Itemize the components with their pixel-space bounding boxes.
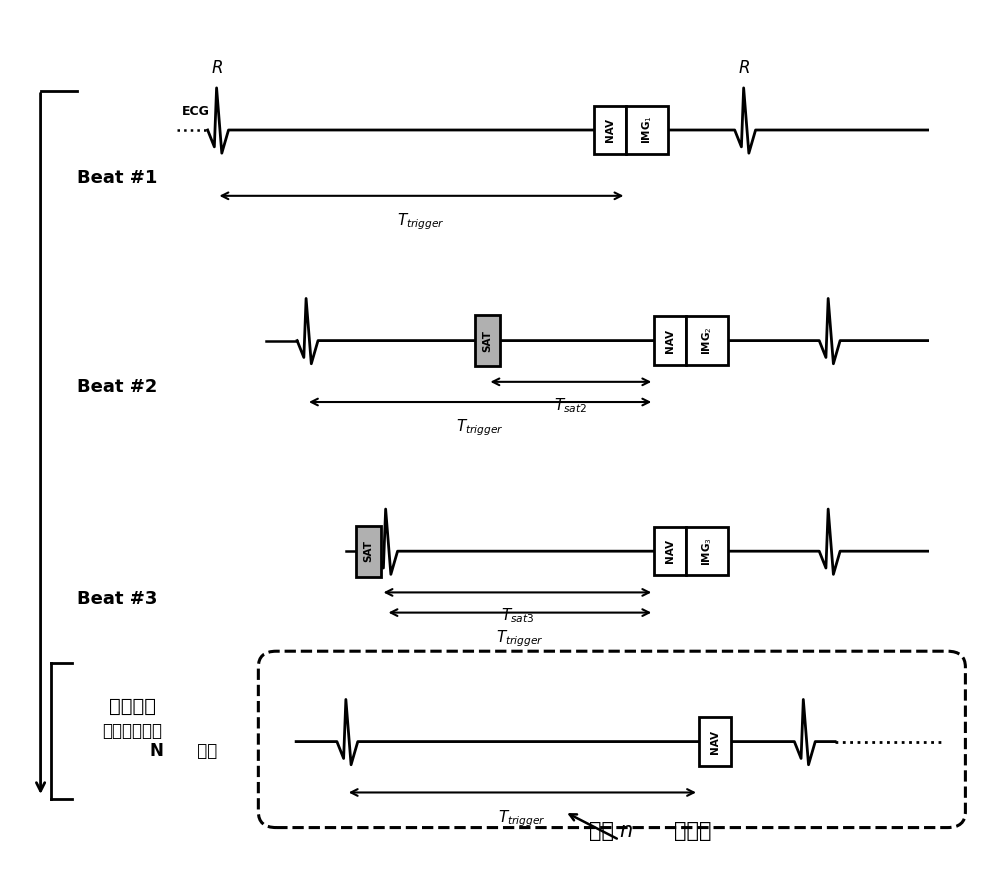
Bar <box>686 527 728 576</box>
Text: $n$: $n$ <box>619 821 633 841</box>
Text: SAT: SAT <box>363 540 373 562</box>
Text: $T_{trigger}$: $T_{trigger}$ <box>496 629 544 649</box>
Text: IMG$_2$: IMG$_2$ <box>700 327 714 355</box>
Bar <box>699 718 731 766</box>
Text: 恢复心拍: 恢复心拍 <box>109 697 156 716</box>
Text: 重复: 重复 <box>589 821 614 841</box>
Bar <box>686 316 728 365</box>
Text: NAV: NAV <box>710 729 720 753</box>
Text: ECG: ECG <box>182 105 210 117</box>
Bar <box>594 106 626 155</box>
Bar <box>356 525 381 577</box>
Text: NAV: NAV <box>605 118 615 142</box>
Bar <box>626 106 668 155</box>
Bar <box>475 315 500 366</box>
FancyBboxPatch shape <box>258 651 965 827</box>
Text: （大于或等于: （大于或等于 <box>102 722 162 740</box>
Text: $T_{trigger}$: $T_{trigger}$ <box>456 418 504 438</box>
Bar <box>654 527 686 576</box>
Text: $T_{sat2}$: $T_{sat2}$ <box>554 396 587 415</box>
Text: IMG$_3$: IMG$_3$ <box>700 537 714 566</box>
Text: 秒）: 秒） <box>192 743 217 760</box>
Text: SAT: SAT <box>483 329 493 351</box>
Text: $T_{trigger}$: $T_{trigger}$ <box>498 808 546 829</box>
Text: N: N <box>150 743 164 760</box>
Text: IMG$_1$: IMG$_1$ <box>640 116 654 145</box>
Text: NAV: NAV <box>665 540 675 563</box>
Text: $R$: $R$ <box>211 59 223 78</box>
Bar <box>654 316 686 365</box>
Text: $T_{sat3}$: $T_{sat3}$ <box>501 607 534 625</box>
Text: NAV: NAV <box>665 328 675 352</box>
Text: $T_{trigger}$: $T_{trigger}$ <box>397 212 445 232</box>
Text: Beat #3: Beat #3 <box>77 591 158 608</box>
Text: Beat #2: Beat #2 <box>77 378 158 396</box>
Text: Beat #1: Beat #1 <box>77 170 158 187</box>
Text: $R$: $R$ <box>738 59 750 78</box>
Text: 个心拍: 个心拍 <box>674 821 712 841</box>
